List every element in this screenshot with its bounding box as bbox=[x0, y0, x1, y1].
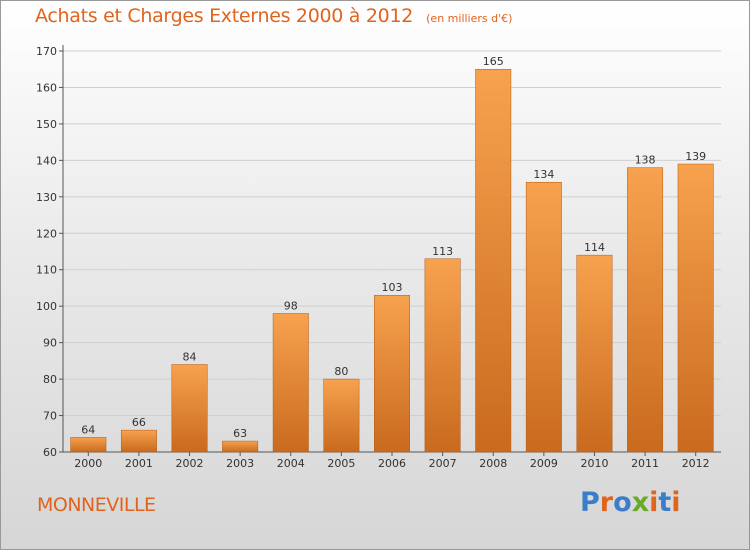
bar bbox=[677, 163, 714, 453]
logo-letter: o bbox=[613, 487, 632, 518]
bar-value-label: 103 bbox=[382, 281, 403, 294]
commune-name: MONNEVILLE bbox=[37, 494, 156, 516]
bar-value-label: 64 bbox=[81, 423, 95, 436]
bar-value-label: 80 bbox=[334, 365, 348, 378]
bar bbox=[424, 258, 461, 453]
y-tick-label: 70 bbox=[43, 410, 57, 423]
proxiti-logo: Proxiti bbox=[580, 487, 681, 518]
y-tick-label: 100 bbox=[36, 300, 57, 313]
x-tick-label: 2011 bbox=[631, 457, 659, 470]
y-tick-label: 80 bbox=[43, 373, 57, 386]
bar bbox=[323, 378, 360, 453]
y-tick-label: 140 bbox=[36, 154, 57, 167]
bar-value-label: 63 bbox=[233, 427, 247, 440]
chart-title: Achats et Charges Externes 2000 à 2012 bbox=[35, 5, 414, 27]
bar bbox=[120, 429, 157, 453]
x-tick-label: 2010 bbox=[580, 457, 608, 470]
bar bbox=[70, 437, 107, 453]
bar-value-label: 134 bbox=[533, 168, 554, 181]
bar-value-label: 165 bbox=[483, 55, 504, 68]
bar-value-label: 98 bbox=[284, 299, 298, 312]
logo-letter: r bbox=[599, 487, 614, 518]
x-tick-label: 2001 bbox=[125, 457, 153, 470]
bar bbox=[627, 167, 664, 453]
bar bbox=[171, 364, 208, 453]
logo-letter: x bbox=[631, 487, 650, 518]
y-tick-label: 110 bbox=[36, 264, 57, 277]
x-tick-label: 2005 bbox=[327, 457, 355, 470]
y-tick-label: 150 bbox=[36, 118, 57, 131]
data-labels: 64 66 84 63 98 80 103 113 165 134 114 138 139 bbox=[81, 55, 706, 440]
x-tick-label: 2000 bbox=[74, 457, 102, 470]
bar bbox=[374, 294, 410, 453]
x-tick-label: 2012 bbox=[682, 457, 710, 470]
bar-value-label: 84 bbox=[183, 351, 197, 364]
x-tick-label: 2008 bbox=[479, 457, 507, 470]
x-tick-label: 2004 bbox=[277, 457, 305, 470]
bars bbox=[70, 68, 714, 453]
logo-letter: i bbox=[649, 487, 659, 518]
bar-value-label: 113 bbox=[432, 245, 453, 258]
bar bbox=[576, 254, 613, 453]
x-tick-label: 2009 bbox=[530, 457, 558, 470]
x-tick-label: 2002 bbox=[176, 457, 204, 470]
x-tick-label: 2003 bbox=[226, 457, 254, 470]
bar bbox=[525, 181, 562, 453]
y-tick-label: 60 bbox=[43, 446, 57, 459]
x-tick-label: 2006 bbox=[378, 457, 406, 470]
y-tick-label: 160 bbox=[36, 81, 57, 94]
tick-labels: 60 70 80 90 100 110 120 130 140 150 160 170 2000 2001… bbox=[36, 45, 710, 470]
y-tick-label: 120 bbox=[36, 227, 57, 240]
y-tick-label: 130 bbox=[36, 191, 57, 204]
bar-value-label: 66 bbox=[132, 416, 146, 429]
bar-value-label: 139 bbox=[685, 150, 706, 163]
title-row: Achats et Charges Externes 2000 à 2012 (… bbox=[35, 5, 512, 27]
logo-letter: P bbox=[580, 487, 600, 518]
bar-value-label: 138 bbox=[635, 154, 656, 167]
bar bbox=[222, 440, 259, 453]
logo-letter: t bbox=[658, 487, 672, 518]
y-tick-label: 90 bbox=[43, 337, 57, 350]
bar bbox=[475, 68, 512, 453]
logo-letter: i bbox=[671, 487, 681, 518]
bar-value-label: 114 bbox=[584, 241, 605, 254]
x-tick-label: 2007 bbox=[429, 457, 457, 470]
chart-subtitle: (en milliers d'€) bbox=[426, 12, 513, 25]
bar bbox=[272, 313, 309, 453]
y-tick-label: 170 bbox=[36, 45, 57, 58]
